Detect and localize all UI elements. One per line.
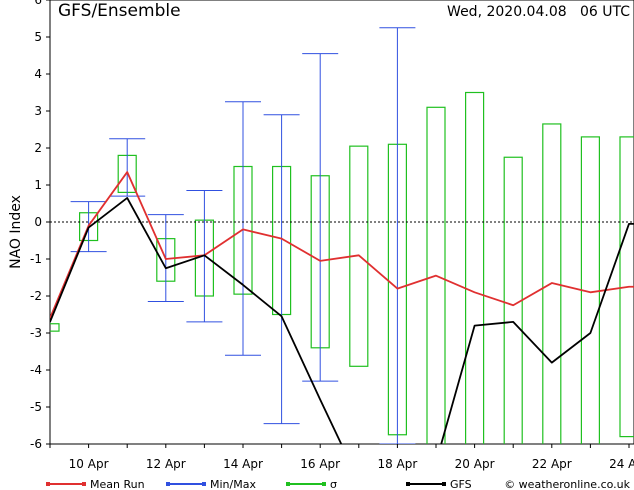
x-tick-label-5: 14 Apr bbox=[223, 457, 263, 471]
legend-marker-left-2 bbox=[286, 482, 290, 486]
x-tick-label-9: 18 Apr bbox=[377, 457, 417, 471]
y-tick-label-5: 5 bbox=[34, 30, 42, 44]
sigma-box-0 bbox=[50, 323, 60, 332]
y-tick-label--3: -3 bbox=[30, 326, 42, 340]
legend-marker-left-3 bbox=[406, 482, 410, 486]
legend-label-0: Mean Run bbox=[90, 478, 145, 490]
x-axis: 10 Apr 12 Apr 14 Apr 16 Apr 18 Apr 20 Apr 22 A… bbox=[49, 444, 634, 471]
y-tick-label-0: 0 bbox=[34, 215, 42, 229]
y-tick-label-3: 3 bbox=[34, 104, 42, 118]
x-tick-label-11: 20 Apr bbox=[455, 457, 495, 471]
sigma-box-12 bbox=[503, 156, 523, 444]
minmax-bar-4 bbox=[225, 101, 261, 356]
x-tick-label-7: 16 Apr bbox=[300, 457, 340, 471]
minmax-bars bbox=[70, 27, 416, 444]
credit-text: © weatheronline.co.uk bbox=[504, 478, 630, 490]
minmax-bar-6 bbox=[302, 53, 339, 382]
minmax-bar-5 bbox=[263, 114, 300, 425]
sigma-box-14 bbox=[580, 136, 601, 444]
legend-marker-right-3 bbox=[442, 482, 446, 486]
legend-marker-left-1 bbox=[166, 482, 170, 486]
y-tick-label--6: -6 bbox=[30, 437, 42, 451]
gfs-line bbox=[50, 197, 634, 444]
y-axis: -6 -5 -4 -3 -2 -1 0 1 2 3 4 5 6 bbox=[30, 0, 50, 451]
sigma-box-11 bbox=[465, 91, 485, 444]
y-axis-label: NAO Index bbox=[8, 195, 24, 269]
legend-item-2: σ bbox=[286, 478, 337, 490]
mean-run-series bbox=[50, 171, 634, 319]
legend-item-0: Mean Run bbox=[46, 478, 145, 490]
minmax-bar-1 bbox=[109, 138, 146, 197]
x-tick-label-1: 10 Apr bbox=[69, 457, 109, 471]
x-tick-label-15: 24 Apr bbox=[609, 457, 634, 471]
y-tick-label--2: -2 bbox=[30, 289, 42, 303]
y-tick-label--4: -4 bbox=[30, 363, 42, 377]
sigma-box-13 bbox=[542, 123, 562, 444]
legend-item-1: Min/Max bbox=[166, 478, 256, 490]
minmax-bar-7 bbox=[379, 27, 416, 444]
legend-marker-right-2 bbox=[322, 482, 326, 486]
x-tick-label-13: 22 Apr bbox=[532, 457, 572, 471]
legend-item-3: GFS bbox=[406, 478, 472, 490]
sigma-box-15 bbox=[619, 136, 634, 438]
legend-marker-left-0 bbox=[46, 482, 50, 486]
y-tick-label-2: 2 bbox=[34, 141, 42, 155]
legend: Mean Run Min/Max σ GFS bbox=[46, 478, 472, 490]
y-tick-label--1: -1 bbox=[30, 252, 42, 266]
x-tick-label-3: 12 Apr bbox=[146, 457, 186, 471]
y-tick-label-1: 1 bbox=[34, 178, 42, 192]
legend-marker-right-0 bbox=[82, 482, 86, 486]
legend-label-2: σ bbox=[330, 478, 337, 490]
chart-title: GFS/Ensemble bbox=[58, 1, 181, 21]
y-tick-label-4: 4 bbox=[34, 67, 42, 81]
chart-timestamp: Wed, 2020.04.08 06 UTC bbox=[447, 4, 630, 20]
y-tick-label--5: -5 bbox=[30, 400, 42, 414]
legend-marker-right-1 bbox=[202, 482, 206, 486]
legend-label-1: Min/Max bbox=[210, 478, 256, 490]
gfs-series bbox=[50, 197, 634, 444]
legend-label-3: GFS bbox=[450, 478, 472, 490]
y-tick-label-6: 6 bbox=[34, 0, 42, 7]
